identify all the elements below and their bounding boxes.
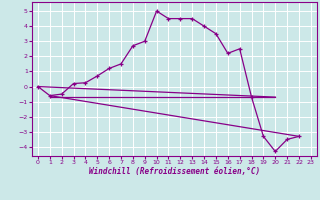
X-axis label: Windchill (Refroidissement éolien,°C): Windchill (Refroidissement éolien,°C) <box>89 167 260 176</box>
